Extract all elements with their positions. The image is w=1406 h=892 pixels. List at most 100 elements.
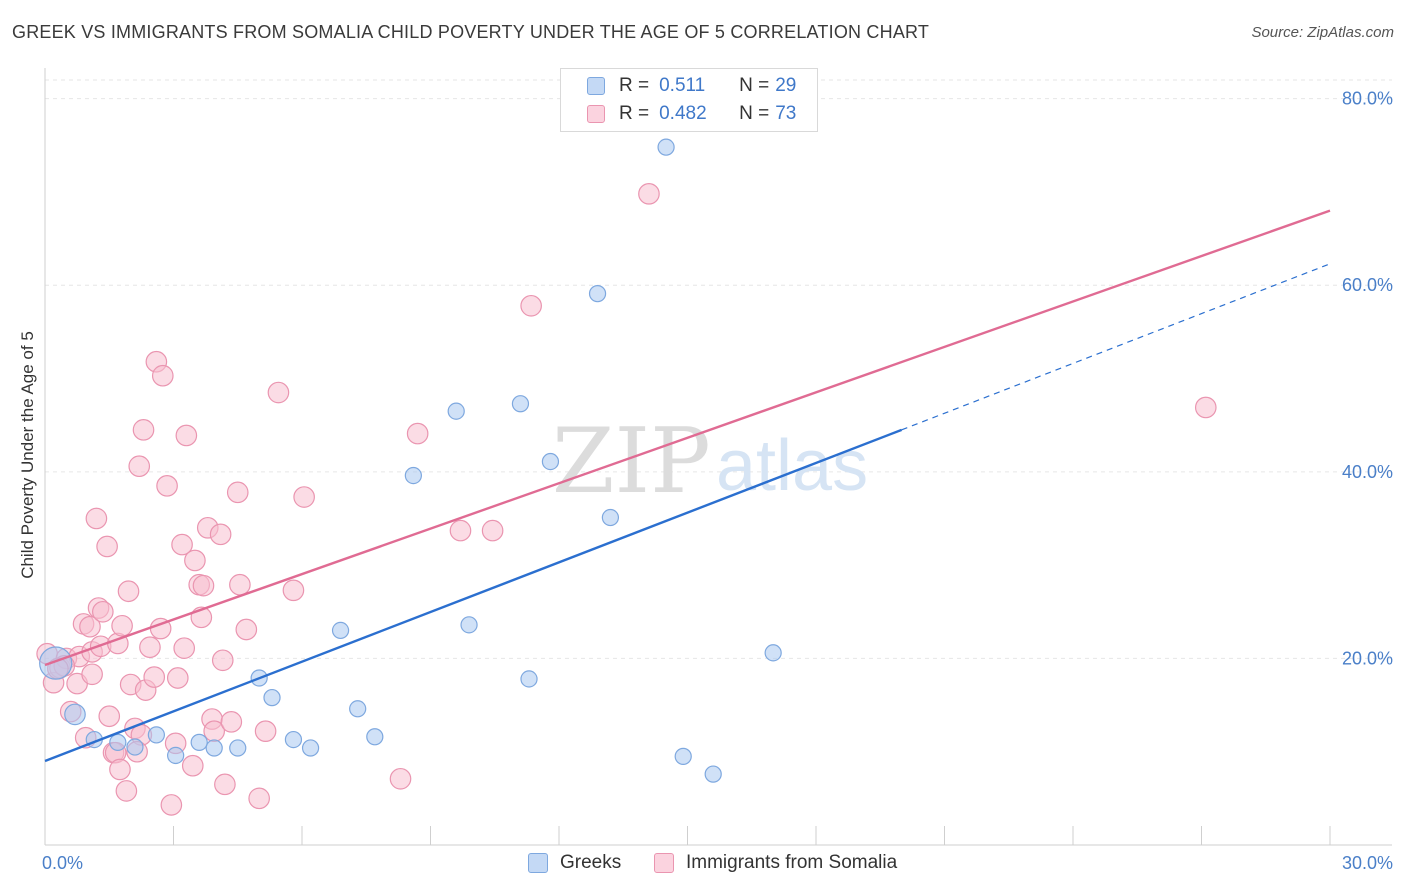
somalia-point	[79, 615, 101, 638]
somalia-point	[248, 787, 270, 810]
somalia-point	[389, 767, 412, 790]
somalia-point	[254, 720, 277, 743]
somalia-point	[192, 574, 215, 597]
somalia-point	[109, 758, 131, 781]
greeks-point	[541, 452, 560, 471]
legend-item-somalia: Immigrants from Somalia	[654, 852, 897, 874]
somalia-point	[267, 381, 290, 404]
greeks-point	[331, 621, 350, 640]
somalia-point	[98, 705, 121, 728]
somalia-point	[139, 636, 161, 659]
legend-n-label: N =	[739, 75, 770, 96]
watermark: ZIP atlas	[552, 409, 868, 514]
x-tick-label: 30.0%	[1342, 853, 1393, 873]
greeks-point	[126, 738, 144, 756]
greeks-point	[190, 733, 208, 752]
greeks-point	[764, 644, 782, 662]
legend-n-value: 29	[775, 75, 797, 96]
grid-lines	[45, 79, 1392, 659]
somalia-point	[117, 580, 140, 603]
greeks-point	[64, 703, 86, 726]
tick-labels: 20.0% 40.0% 60.0% 80.0% 0.0% 30.0%	[42, 89, 1393, 873]
greeks-point	[674, 747, 692, 766]
somalia-point	[166, 667, 189, 689]
somalia-point	[209, 523, 232, 546]
legend-label-greeks: Greeks	[560, 852, 622, 873]
somalia-point	[211, 649, 234, 672]
legend-r-value: 0.482	[659, 103, 707, 124]
legend-item-greeks: Greeks	[528, 852, 621, 874]
somalia-point	[226, 481, 249, 504]
somalia-point	[235, 618, 258, 641]
legend-r-value: 0.511	[659, 75, 706, 96]
greeks-point	[657, 138, 675, 156]
somalia-point	[143, 666, 166, 688]
somalia-point	[214, 773, 236, 796]
source-label: Source: ZipAtlas.com	[1251, 24, 1394, 41]
watermark-zip: ZIP	[552, 409, 711, 514]
greeks-point	[704, 765, 722, 783]
greeks-point	[588, 285, 607, 303]
somalia-point	[160, 794, 183, 816]
somalia-point	[81, 663, 103, 686]
greeks-trend-extension	[901, 263, 1331, 431]
legend-row-greeks: R = 0.511 N = 29	[587, 73, 796, 99]
somalia-point	[156, 475, 178, 497]
somalia-point	[293, 486, 315, 508]
somalia-point	[229, 573, 251, 596]
greeks-point	[460, 616, 478, 634]
somalia-point	[96, 535, 118, 558]
greeks-point	[229, 739, 247, 757]
legend-n-value: 73	[775, 103, 797, 124]
greeks-point	[511, 395, 530, 413]
somalia-point	[406, 422, 429, 445]
somalia-point	[1194, 396, 1217, 419]
somalia-point	[151, 364, 174, 387]
y-tick-label: 20.0%	[1342, 648, 1393, 668]
y-tick-label: 60.0%	[1342, 275, 1393, 295]
greeks-point	[404, 466, 422, 485]
x-tick-label: 0.0%	[42, 853, 83, 873]
greeks-point	[284, 730, 303, 749]
greeks-point	[301, 739, 320, 757]
somalia-point	[184, 549, 206, 572]
axes	[44, 68, 1392, 846]
somalia-point	[481, 519, 504, 542]
y-tick-label: 40.0%	[1342, 462, 1393, 482]
greeks-point	[263, 688, 281, 707]
greeks-point	[109, 733, 127, 752]
y-tick-label: 80.0%	[1342, 89, 1393, 109]
series-legend: Greeks Immigrants from Somalia	[0, 852, 1406, 878]
greeks-point	[366, 728, 384, 746]
somalia-point	[111, 614, 133, 637]
somalia-point	[92, 600, 114, 623]
legend-n-label: N =	[739, 103, 770, 124]
series-greeks-points	[39, 138, 782, 783]
greeks-point	[147, 726, 165, 744]
legend-swatch-greeks	[528, 853, 548, 873]
legend-r-label: R =	[619, 75, 650, 96]
somalia-point	[128, 455, 151, 478]
legend-r-label: R =	[619, 103, 650, 124]
somalia-point	[175, 424, 198, 447]
greeks-point	[205, 739, 223, 757]
greeks-point	[349, 700, 367, 718]
somalia-point	[171, 533, 193, 556]
chart-title: GREEK VS IMMIGRANTS FROM SOMALIA CHILD P…	[12, 22, 930, 42]
somalia-point	[220, 711, 243, 733]
greeks-trend-line	[44, 428, 903, 763]
somalia-point	[181, 754, 204, 777]
somalia-point	[282, 579, 305, 602]
somalia-point	[638, 182, 660, 205]
legend-swatch-somalia	[654, 853, 674, 873]
greeks-point	[447, 402, 465, 420]
greeks-point	[601, 508, 620, 527]
legend-label-somalia: Immigrants from Somalia	[686, 852, 898, 873]
greeks-point	[520, 670, 538, 688]
somalia-point	[85, 507, 108, 530]
trend-lines	[44, 209, 1331, 763]
somalia-point	[115, 780, 138, 802]
somalia-point	[132, 419, 155, 441]
greeks-point	[39, 646, 73, 680]
